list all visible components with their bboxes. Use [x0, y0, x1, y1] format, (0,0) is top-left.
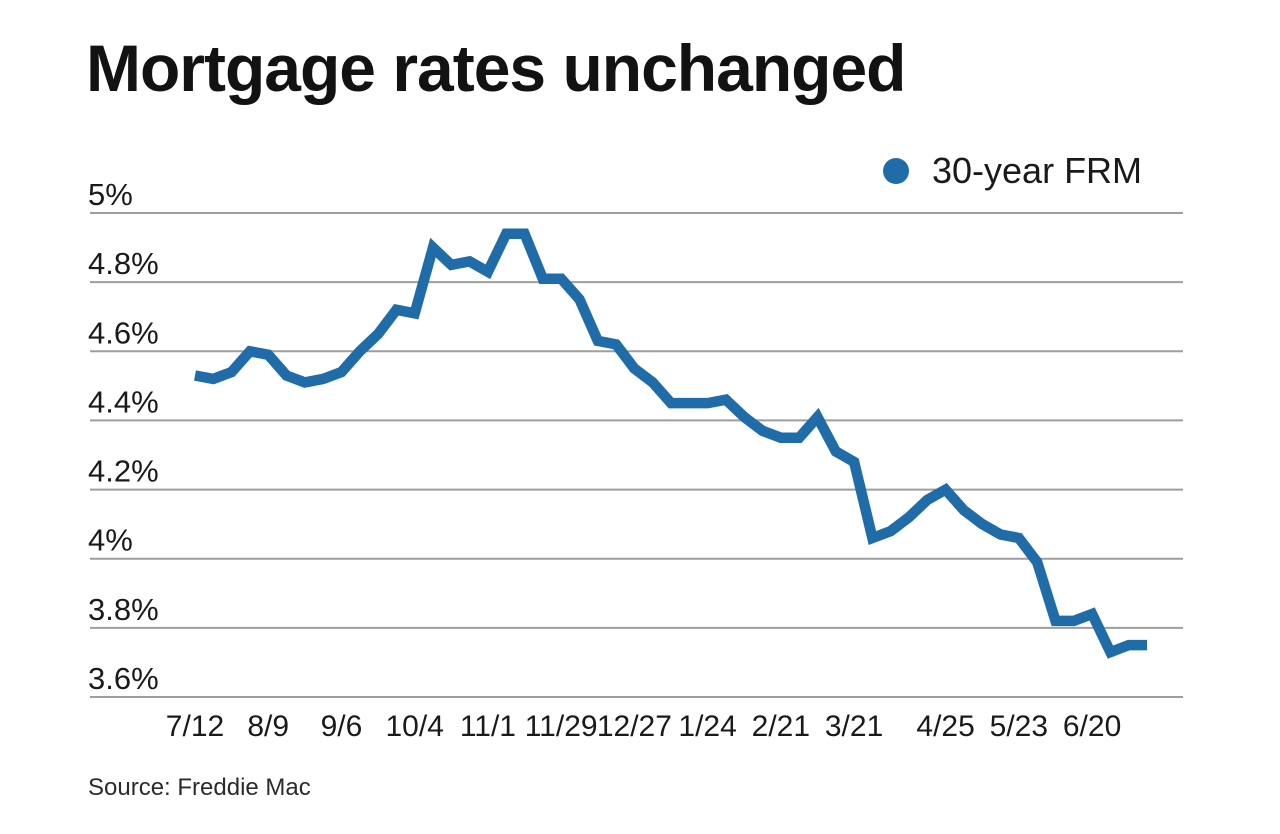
x-tick-label: 11/29	[525, 710, 598, 743]
x-tick-label: 8/9	[247, 710, 289, 743]
legend-dot-icon	[883, 158, 909, 184]
chart-title: Mortgage rates unchanged	[86, 31, 906, 105]
y-tick-label: 3.6%	[88, 661, 159, 696]
y-tick-label: 3.8%	[88, 592, 159, 627]
x-tick-label: 5/23	[990, 710, 1048, 743]
y-tick-label: 4.4%	[88, 384, 159, 419]
x-tick-label: 2/21	[752, 710, 810, 743]
y-tick-label: 4.6%	[88, 315, 159, 350]
y-tick-label: 4.2%	[88, 454, 159, 489]
x-tick-label: 6/20	[1063, 710, 1121, 743]
y-axis-labels: 5% 4.8% 4.6% 4.4% 4.2% 4% 3.8% 3.6%	[88, 177, 159, 696]
x-tick-label: 11/1	[460, 710, 516, 743]
x-tick-label: 10/4	[385, 710, 443, 743]
x-tick-label: 1/24	[678, 710, 736, 743]
x-axis-labels: 7/12 8/9 9/6 10/4 11/1 11/29 12/27 1/24 2/21 3/21…	[166, 710, 1121, 743]
source-note: Source: Freddie Mac	[88, 774, 311, 801]
y-tick-label: 4.8%	[88, 246, 159, 281]
x-tick-label: 7/12	[166, 710, 224, 743]
legend: 30-year FRM	[883, 150, 1142, 191]
gridlines	[90, 212, 1183, 698]
frm-rate-line	[194, 228, 1147, 659]
x-tick-label: 12/27	[597, 710, 672, 743]
y-tick-label: 4%	[88, 523, 133, 558]
y-tick-label: 5%	[88, 177, 133, 212]
x-tick-label: 9/6	[321, 710, 363, 743]
x-tick-label: 3/21	[825, 710, 883, 743]
x-tick-label: 4/25	[916, 710, 974, 743]
legend-label: 30-year FRM	[932, 150, 1142, 191]
